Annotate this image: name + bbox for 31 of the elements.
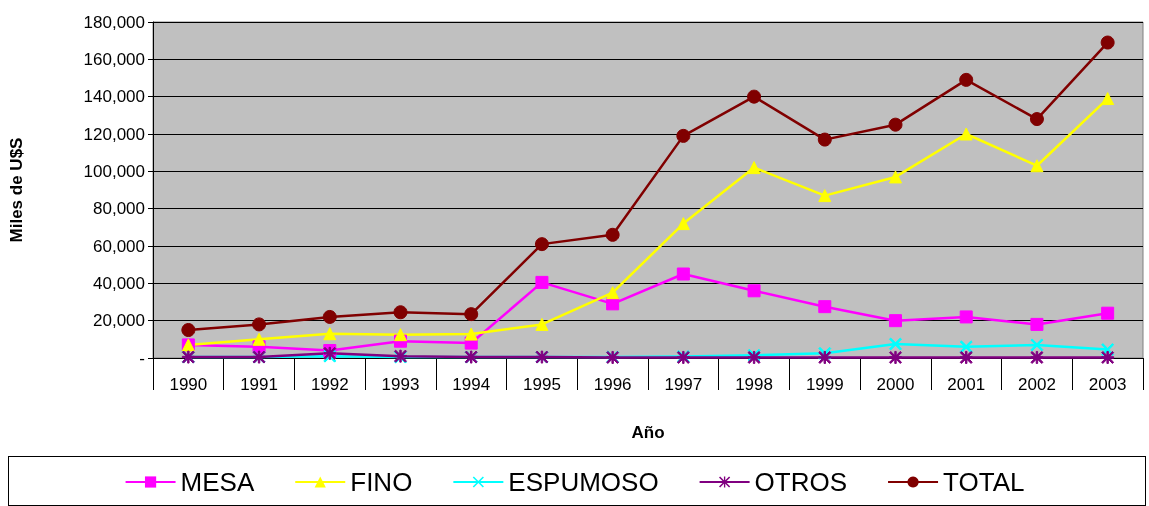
x-tick-label: 1991 <box>240 375 278 394</box>
x-tick-label: 2001 <box>947 375 986 394</box>
legend-label: MESA <box>180 467 255 497</box>
y-tick-label: 180,000 <box>83 12 145 32</box>
x-tick-label: 1993 <box>381 375 420 394</box>
x-axis-title: Año <box>631 423 665 442</box>
y-tick-label: - <box>139 348 145 368</box>
x-tick-label: 2003 <box>1088 375 1127 394</box>
y-tick-label: 160,000 <box>83 49 145 69</box>
x-tick-label: 1999 <box>805 375 844 394</box>
x-tick-label: 1990 <box>169 375 208 394</box>
y-tick-label: 140,000 <box>83 87 145 107</box>
legend-label: TOTAL <box>943 467 1025 497</box>
x-tick-label: 2002 <box>1018 375 1056 394</box>
y-tick-label: 20,000 <box>93 311 145 331</box>
y-tick-label: 80,000 <box>93 199 145 219</box>
y-tick-label: 120,000 <box>83 124 145 144</box>
y-tick-label: 100,000 <box>83 161 145 181</box>
x-tick-label: 1997 <box>664 375 703 394</box>
legend-label: FINO <box>350 467 413 497</box>
x-tick-label: 1992 <box>310 375 349 394</box>
legend-label: OTROS <box>754 467 848 497</box>
x-tick-label: 1994 <box>452 375 491 394</box>
y-tick-label: 60,000 <box>93 236 145 256</box>
x-tick-label: 1998 <box>735 375 773 394</box>
x-tick-label: 1996 <box>593 375 632 394</box>
y-tick-label: 40,000 <box>93 273 145 293</box>
legend-label: ESPUMOSO <box>508 467 659 497</box>
x-tick-label: 2000 <box>876 375 915 394</box>
x-tick-label: 1995 <box>523 375 561 394</box>
y-axis-title: Miles de U$S <box>7 137 26 243</box>
